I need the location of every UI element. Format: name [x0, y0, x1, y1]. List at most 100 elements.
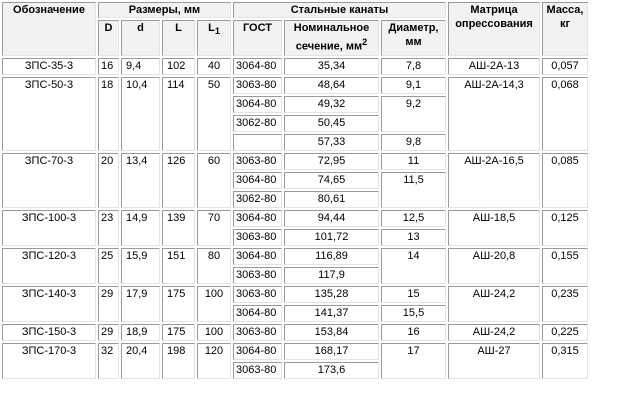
cell-gost: 3062-80 — [233, 191, 282, 208]
cell-rope-diameter: 15 — [381, 286, 446, 303]
table-row: ЗПС-70-3 20 13,4 126 60 3063-80 72,95 11 АШ-2А-1… — [2, 153, 588, 208]
cell-die: АШ-18,5 — [448, 210, 540, 246]
cell-length: 151 — [162, 248, 195, 284]
header-steel-ropes: Стальные канаты — [233, 2, 446, 19]
cell-gost: 3064-80 — [233, 305, 282, 322]
cell-mass: 0,235 — [542, 286, 588, 322]
cell-rope-diameter: 11 — [381, 153, 446, 170]
cell-mass: 0,225 — [542, 324, 588, 341]
cell-outer-diameter: 32 — [98, 343, 119, 379]
cell-gost: 3064-80 — [233, 58, 282, 75]
cell-designation: ЗПС-120-3 — [2, 248, 96, 284]
cell-gost: 3064-80 — [233, 343, 282, 360]
cell-nominal-section: 74,65 — [284, 172, 379, 189]
table-row: ЗПС-170-3 32 20,4 198 120 3064-80 168,17 17 АШ-2… — [2, 343, 588, 379]
cell-inner-diameter: 18,9 — [121, 324, 160, 341]
cell-rope-diameter: 15,5 — [381, 305, 446, 322]
cell-die: АШ-2А-14,3 — [448, 77, 540, 151]
table-row: ЗПС-50-3 18 10,4 114 50 3063-80 48,64 9,1 АШ-2А-… — [2, 77, 588, 151]
cell-rope-diameter: 14 — [381, 248, 446, 284]
cell-rope-diameter: 16 — [381, 324, 446, 341]
cell-outer-diameter: 29 — [98, 324, 119, 341]
cell-gost: 3062-80 — [233, 115, 282, 132]
cell-rope-diameter: 9,8 — [381, 134, 446, 151]
cell-nominal-section: 48,64 — [284, 77, 379, 94]
header-length-l1: L1 — [197, 20, 231, 56]
table-row: 3063-80 117,9 — [2, 267, 588, 284]
table-row: 3063-80 101,72 13 — [2, 229, 588, 246]
cell-rope-diameter: 11,5 — [381, 172, 446, 208]
cell-nominal-section: 49,32 — [284, 96, 379, 113]
cell-inner-diameter: 13,4 — [121, 153, 160, 208]
cell-gost: 3064-80 — [233, 210, 282, 227]
cell-length-l1: 70 — [197, 210, 231, 246]
cell-nominal-section: 173,6 — [284, 362, 379, 379]
cell-mass: 0,125 — [542, 210, 588, 246]
header-dimensions: Размеры, мм — [98, 2, 231, 19]
cell-designation: ЗПС-35-3 — [2, 58, 96, 75]
header-length-l1-subscript: 1 — [214, 26, 220, 37]
cell-designation: ЗПС-170-3 — [2, 343, 96, 379]
cell-designation: ЗПС-100-3 — [2, 210, 96, 246]
cell-gost: 3064-80 — [233, 248, 282, 265]
cell-rope-diameter: 12,5 — [381, 210, 446, 227]
cell-die: АШ-24,2 — [448, 324, 540, 341]
cell-rope-diameter: 17 — [381, 343, 446, 379]
cell-gost: 3063-80 — [233, 286, 282, 303]
header-nominal-section: Номинальное сечение, мм2 — [284, 20, 379, 56]
cell-gost: 3064-80 — [233, 172, 282, 189]
cell-inner-diameter: 15,9 — [121, 248, 160, 284]
cell-length: 114 — [162, 77, 195, 151]
header-outer-diameter: D — [98, 20, 119, 56]
cell-length: 198 — [162, 343, 195, 379]
cell-die: АШ-20,8 — [448, 248, 540, 284]
header-die: Матрица опрессования — [448, 2, 540, 56]
cell-outer-diameter: 20 — [98, 153, 119, 208]
cell-length-l1: 60 — [197, 153, 231, 208]
cell-nominal-section: 135,28 — [284, 286, 379, 303]
table-row: 3064-80 49,32 9,2 — [2, 96, 588, 132]
cell-nominal-section: 80,61 — [284, 191, 379, 208]
cell-inner-diameter: 9,4 — [121, 58, 160, 75]
cell-rope-diameter: 9,1 — [381, 77, 446, 94]
cell-length-l1: 40 — [197, 58, 231, 75]
cell-length: 175 — [162, 286, 195, 322]
cell-rope-diameter: 7,8 — [381, 58, 446, 75]
cell-nominal-section: 57,33 — [284, 134, 379, 151]
cell-gost: 3063-80 — [233, 229, 282, 246]
cell-inner-diameter: 14,9 — [121, 210, 160, 246]
table-row: 3063-80 173,6 — [2, 362, 588, 379]
cell-gost: 3063-80 — [233, 77, 282, 94]
table-row: ЗПС-35-3 16 9,4 102 40 3064-80 35,34 7,8 АШ-2А-1… — [2, 58, 588, 75]
table-row: ЗПС-150-3 29 18,9 175 100 3063-80 153,84 16 АШ-2… — [2, 324, 588, 341]
cell-nominal-section: 50,45 — [284, 115, 379, 132]
specification-body: ЗПС-35-3 16 9,4 102 40 3064-80 35,34 7,8 АШ-2А-1… — [2, 58, 588, 379]
table-row: ЗПС-140-3 29 17,9 175 100 3063-80 135,28 15 АШ-2… — [2, 286, 588, 322]
cell-gost: 3063-80 — [233, 267, 282, 284]
cell-length-l1: 100 — [197, 324, 231, 341]
cell-mass: 0,315 — [542, 343, 588, 379]
cell-nominal-section: 101,72 — [284, 229, 379, 246]
cell-length-l1: 100 — [197, 286, 231, 322]
cell-inner-diameter: 20,4 — [121, 343, 160, 379]
cell-designation: ЗПС-50-3 — [2, 77, 96, 151]
cell-designation: ЗПС-70-3 — [2, 153, 96, 208]
cell-mass: 0,057 — [542, 58, 588, 75]
cell-nominal-section: 117,9 — [284, 267, 379, 284]
header-mass: Масса, кг — [542, 2, 588, 56]
cell-nominal-section: 168,17 — [284, 343, 379, 360]
cell-length-l1: 80 — [197, 248, 231, 284]
cell-die: АШ-2А-16,5 — [448, 153, 540, 208]
cell-mass: 0,068 — [542, 77, 588, 151]
cell-designation: ЗПС-150-3 — [2, 324, 96, 341]
cell-length: 139 — [162, 210, 195, 246]
cell-outer-diameter: 16 — [98, 58, 119, 75]
table-row: 57,33 9,8 — [2, 134, 588, 151]
cell-outer-diameter: 25 — [98, 248, 119, 284]
cell-nominal-section: 141,37 — [284, 305, 379, 322]
cell-inner-diameter: 17,9 — [121, 286, 160, 322]
cell-nominal-section: 116,89 — [284, 248, 379, 265]
cell-die: АШ-27 — [448, 343, 540, 379]
cell-gost: 3063-80 — [233, 153, 282, 170]
cell-gost: 3063-80 — [233, 324, 282, 341]
